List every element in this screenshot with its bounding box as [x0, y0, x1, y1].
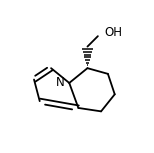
Text: N: N [55, 76, 64, 90]
Text: OH: OH [104, 26, 122, 39]
